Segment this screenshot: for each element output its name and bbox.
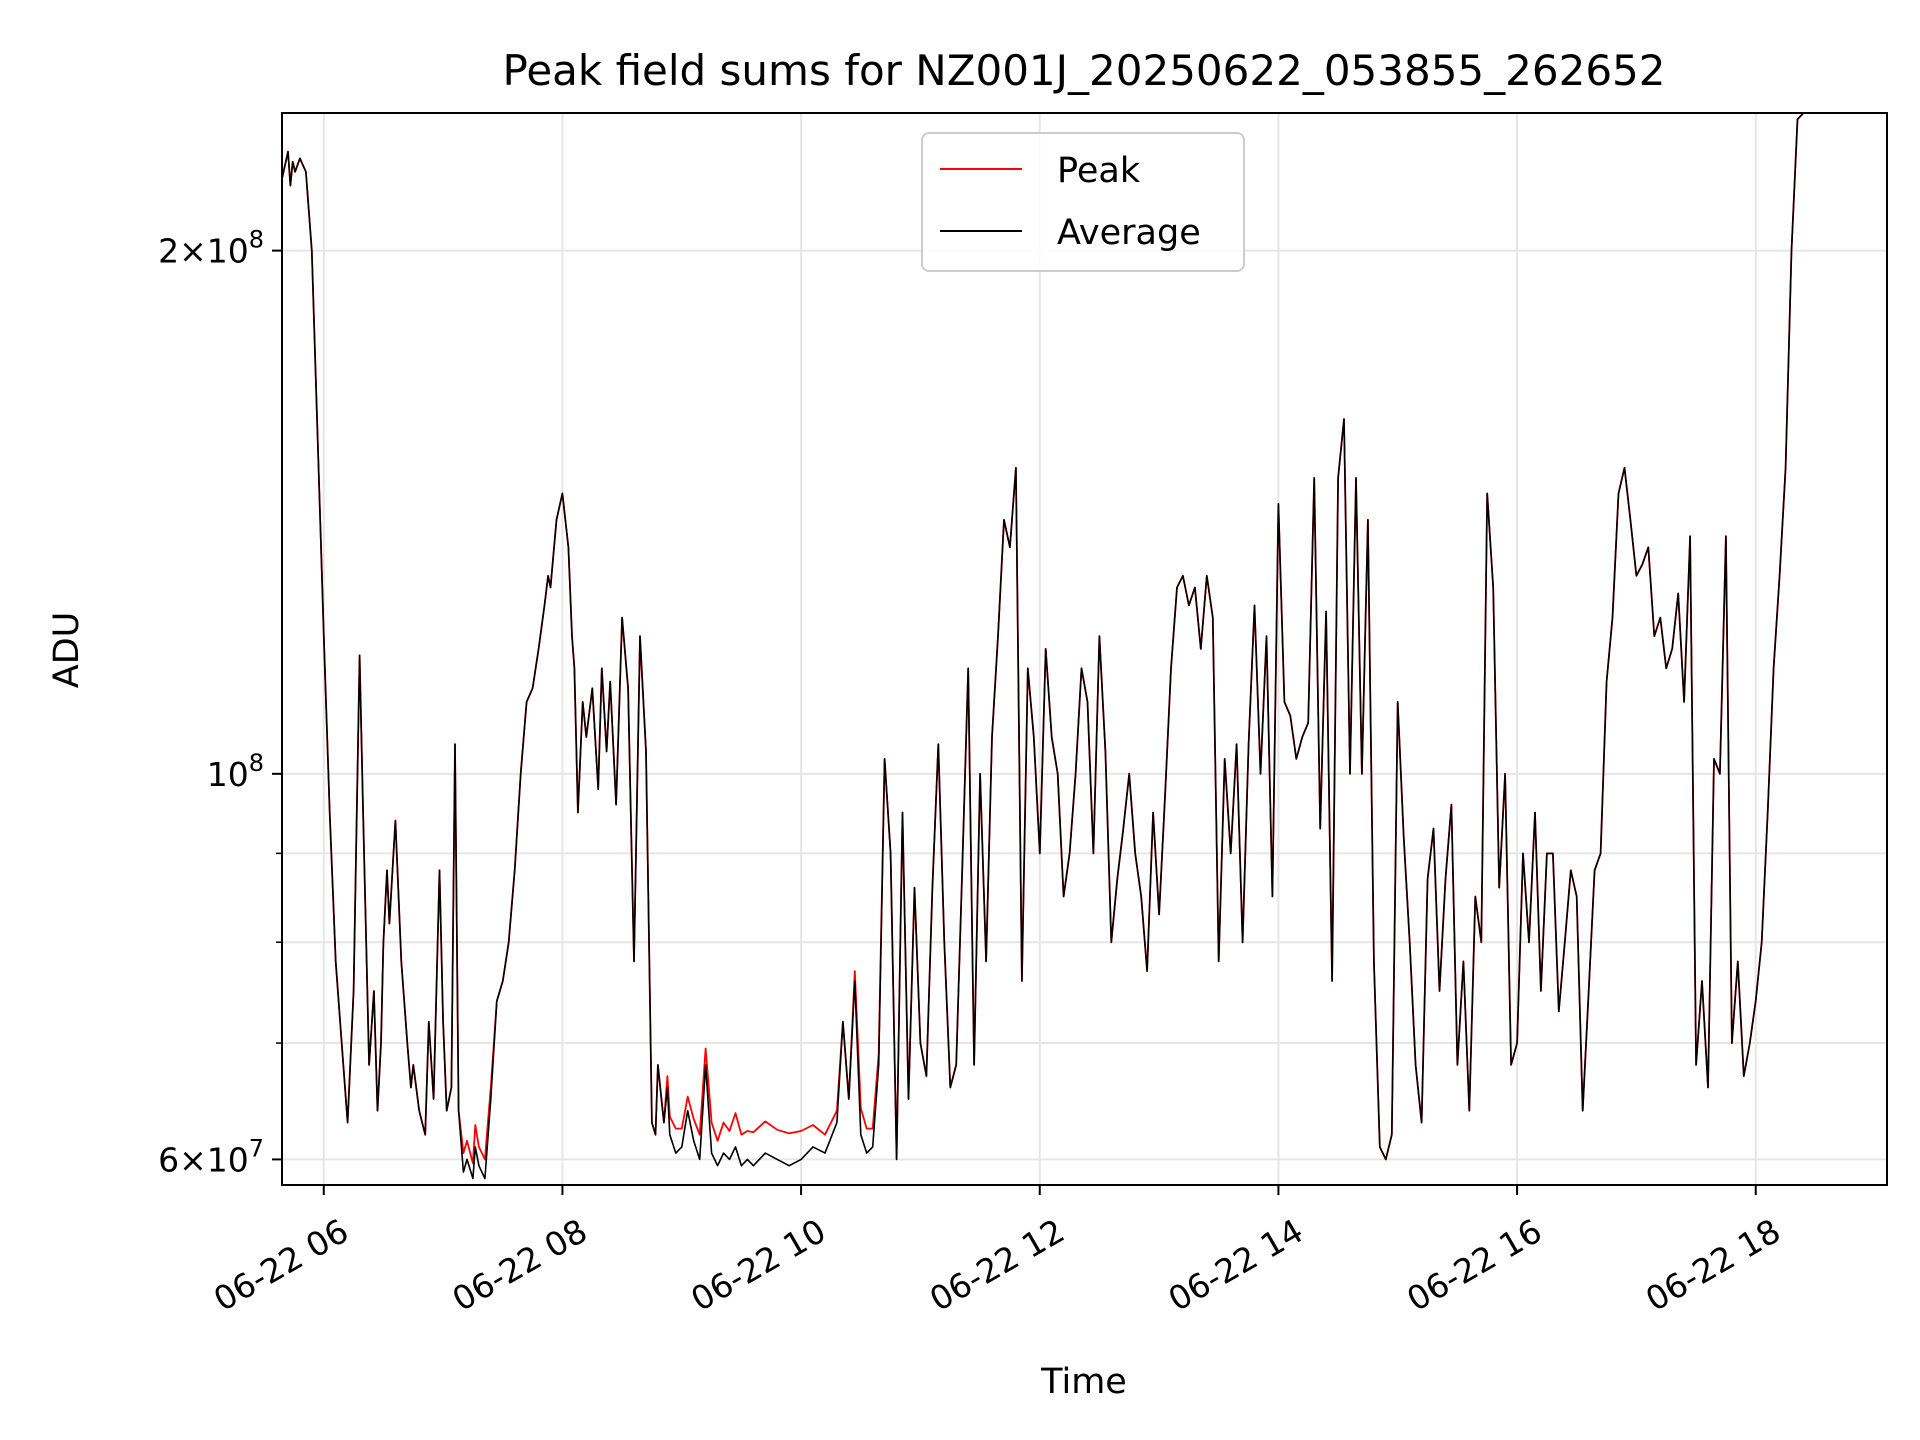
y-tick-label: 2×108 — [158, 226, 264, 271]
series-line-average — [281, 112, 1805, 1180]
x-axis-label: Time — [1040, 1362, 1127, 1402]
plot-series — [281, 112, 1805, 1180]
legend-box — [921, 132, 1245, 272]
x-axis-ticks: 06-22 06 06-22 08 06-22 10 06-22 12 06-22 14… — [207, 1185, 1787, 1319]
y-tick-base: 6×10 — [158, 1140, 249, 1179]
x-tick-label: 06-22 06 — [207, 1211, 355, 1319]
grid-lines — [282, 113, 1887, 1185]
y-tick-base: 10 — [207, 755, 249, 794]
y-axis-label: ADU — [47, 612, 87, 689]
x-tick-label: 06-22 18 — [1639, 1211, 1787, 1319]
chart-title: Peak field sums for NZ001J_20250622_0538… — [503, 46, 1666, 95]
y-tick-exponent: 8 — [249, 749, 264, 777]
x-tick-label: 06-22 08 — [446, 1211, 594, 1319]
x-tick-label: 06-22 16 — [1400, 1211, 1548, 1319]
x-tick-label: 06-22 14 — [1162, 1211, 1310, 1319]
x-tick-label: 06-22 12 — [923, 1211, 1071, 1319]
y-tick-exponent: 7 — [249, 1134, 264, 1162]
y-tick-label: 108 — [207, 749, 264, 794]
legend-average-label: Average — [1057, 213, 1201, 253]
axes-frame — [281, 112, 1888, 1186]
legend-peak-label: Peak — [1057, 151, 1141, 191]
x-tick-label: 06-22 10 — [684, 1211, 832, 1319]
legend: Peak Average — [921, 132, 1245, 272]
y-tick-exponent: 8 — [249, 226, 264, 254]
y-tick-base: 2×10 — [158, 232, 249, 271]
y-tick-label: 6×107 — [158, 1134, 264, 1179]
